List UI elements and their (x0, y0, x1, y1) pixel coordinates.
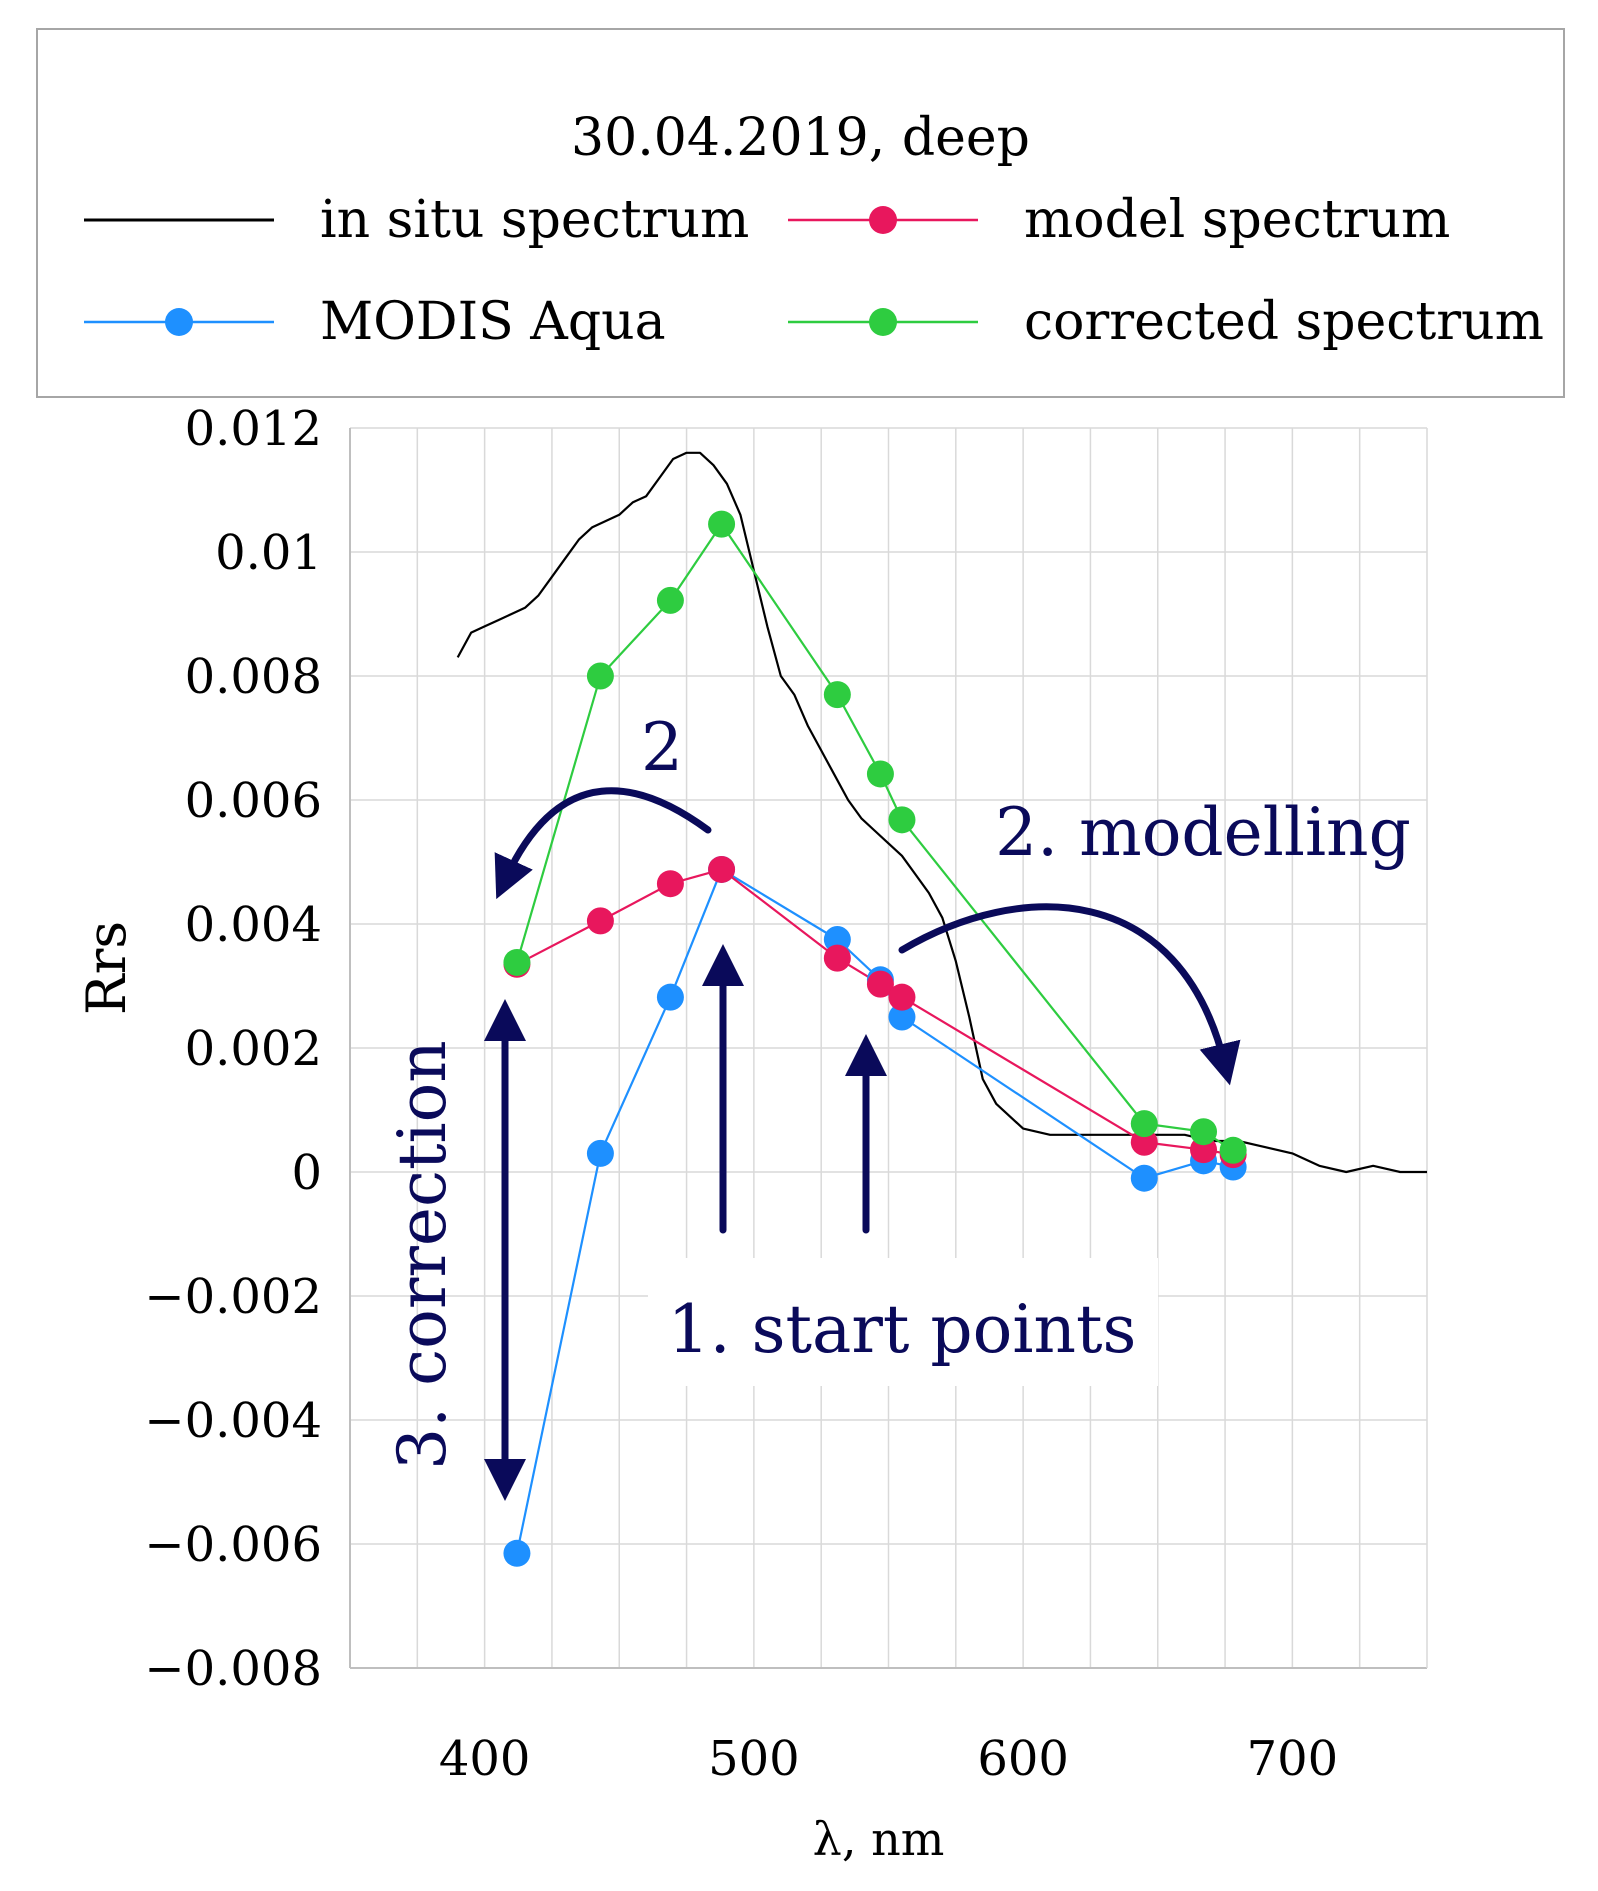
legend-label-in-situ: in situ spectrum (320, 190, 750, 250)
legend-swatch-modis (84, 308, 274, 336)
x-axis-title: λ, nm (813, 1812, 945, 1866)
series-line-modis-aqua (515, 868, 1234, 1554)
y-tick-label: 0.002 (185, 1021, 322, 1077)
y-tick-label: −0.006 (144, 1517, 322, 1573)
y-tick-label: 0.006 (185, 773, 322, 829)
data-point-corrected-spectrum (503, 948, 531, 976)
arrow-2-left (494, 787, 712, 900)
data-point-corrected-spectrum (823, 681, 851, 709)
data-point-model-spectrum (586, 907, 614, 935)
data-point-model-spectrum (656, 870, 684, 898)
x-tick-label: 700 (1247, 1731, 1339, 1787)
y-tick-label: −0.008 (144, 1641, 322, 1697)
legend-item-modis: MODIS Aqua (84, 292, 666, 352)
legend-label-modis: MODIS Aqua (320, 292, 666, 352)
y-tick-label: 0 (291, 1145, 322, 1201)
series-line-in-situ-spectrum (456, 451, 1427, 1174)
y-tick-label: −0.002 (144, 1269, 322, 1325)
arrow-modelling (898, 903, 1241, 1086)
data-point-model-spectrum (708, 855, 736, 883)
data-point-modis-aqua (1130, 1164, 1158, 1192)
annotation-label-start-points: 1. start points (668, 1291, 1137, 1368)
y-tick-label: 0.008 (185, 649, 322, 705)
y-tick-label: 0.004 (185, 897, 322, 953)
data-point-corrected-spectrum (888, 806, 916, 834)
series-line-corrected-spectrum (515, 522, 1234, 1152)
data-point-model-spectrum (866, 970, 894, 998)
start-points-label-bg (648, 1258, 1158, 1386)
data-point-model-spectrum (888, 983, 916, 1011)
data-point-model-spectrum (823, 944, 851, 972)
data-point-modis-aqua (586, 1139, 614, 1167)
data-point-corrected-spectrum (866, 760, 894, 788)
annotation-label-2: 2 (641, 709, 683, 786)
legend-item-model: model spectrum (788, 190, 1508, 250)
legend-swatch-model (788, 206, 978, 234)
axes (349, 428, 1428, 1669)
y-tick-label: −0.004 (144, 1393, 322, 1449)
data-point-corrected-spectrum (708, 510, 736, 538)
data-point-corrected-spectrum (1130, 1110, 1158, 1138)
legend-label-corrected: corrected spectrum (1024, 292, 1544, 352)
legend-swatch-in-situ (84, 218, 274, 222)
series-line-model-spectrum (516, 868, 1234, 1156)
data-point-modis-aqua (823, 926, 851, 953)
legend-item-in-situ: in situ spectrum (84, 190, 749, 250)
data-point-corrected-spectrum (1190, 1118, 1218, 1146)
legend-title: 30.04.2019, deep (571, 108, 1030, 168)
data-point-model-spectrum (1130, 1128, 1158, 1156)
annotation-label-correction: 3. correction (384, 1040, 461, 1470)
data-point-corrected-spectrum (586, 662, 614, 690)
y-tick-label: 0.012 (185, 401, 322, 457)
legend-swatch-corrected (788, 308, 978, 336)
x-tick-label: 600 (977, 1731, 1069, 1787)
axis-labels: −0.008 −0.006 −0.004 −0.002 0 0.002 0.004 0.006… (75, 401, 1338, 1866)
y-axis-title: Rrs (75, 921, 138, 1015)
data-point-modis-aqua (888, 1003, 916, 1031)
data-point-modis-aqua (503, 1539, 531, 1567)
x-tick-label: 400 (439, 1731, 531, 1787)
data-point-modis-aqua (656, 983, 684, 1011)
x-tick-label: 500 (708, 1731, 800, 1787)
annotation-label-modelling: 2. modelling (995, 794, 1411, 871)
legend-box: 30.04.2019, deep in situ spectrum model … (36, 28, 1565, 398)
legend-label-model: model spectrum (1024, 190, 1451, 250)
series-layer (456, 451, 1427, 1567)
legend-item-corrected: corrected spectrum (788, 292, 1558, 352)
data-point-corrected-spectrum (1219, 1136, 1247, 1164)
data-point-corrected-spectrum (656, 586, 684, 614)
annotations: 2 2. modelling 1. start points 3. correctio… (384, 709, 1411, 1501)
y-tick-label: 0.01 (215, 525, 322, 581)
